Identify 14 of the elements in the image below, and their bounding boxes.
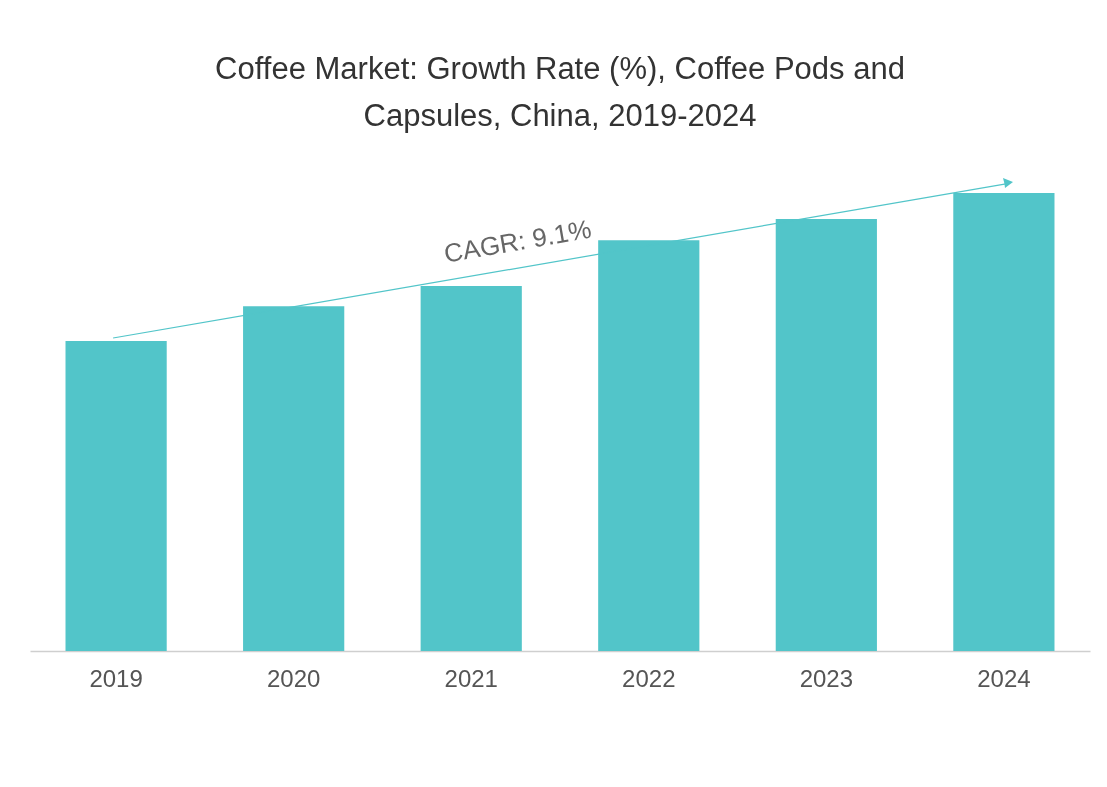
bar	[598, 240, 700, 651]
x-tick-label: 2024	[977, 664, 1031, 692]
chart-title: Coffee Market: Growth Rate (%), Coffee Pods and Capsules, China, 2019-2024	[215, 51, 905, 133]
bar	[420, 285, 522, 651]
bar	[953, 193, 1055, 651]
x-tick-label: 2019	[89, 664, 143, 692]
annotation: CAGR: 9.1%	[441, 213, 594, 269]
x-tick-label: 2020	[266, 664, 321, 692]
bar	[775, 219, 877, 651]
x-tick-label: 2022	[622, 664, 676, 692]
x-tick-label: 2021	[444, 664, 498, 692]
bar	[243, 306, 345, 651]
x-tick-label: 2023	[799, 664, 854, 692]
bar	[65, 340, 167, 651]
